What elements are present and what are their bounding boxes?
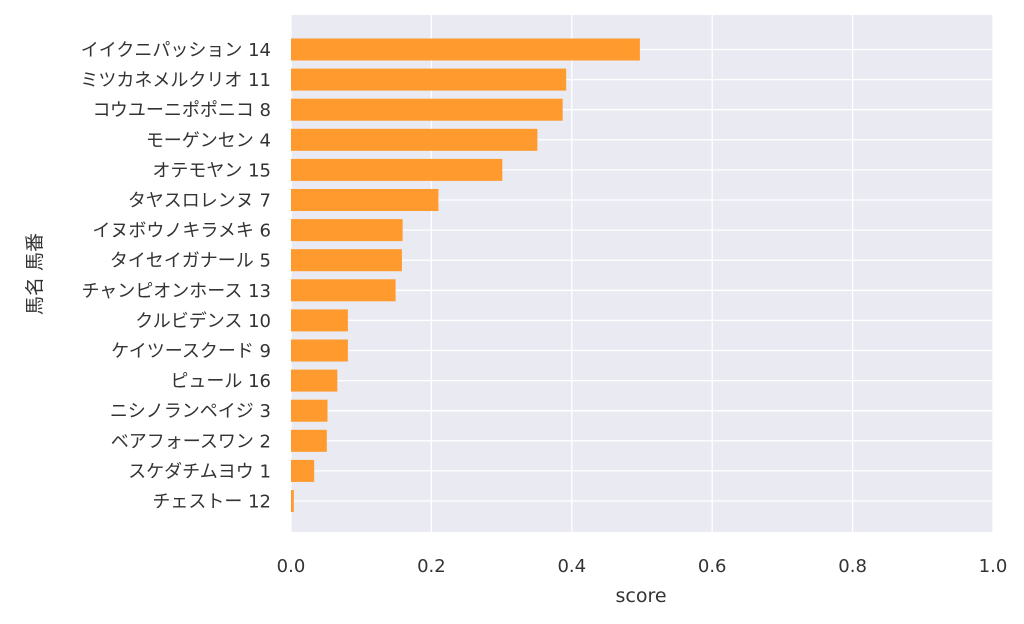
y-tick-label: オテモヤン 15 — [152, 160, 271, 181]
x-tick-label: 0.8 — [838, 556, 867, 577]
bar — [291, 38, 640, 61]
bar — [291, 158, 503, 181]
bar — [291, 189, 439, 211]
x-tick-label: 0.4 — [557, 556, 586, 577]
bar — [291, 459, 315, 482]
x-tick-label: 0.0 — [277, 556, 306, 577]
bar — [291, 279, 396, 302]
x-tick-labels: 0.0 0.2 0.4 0.6 0.8 1.0 — [277, 556, 1008, 577]
y-axis-label: 馬名 馬番 — [24, 233, 46, 315]
bar — [291, 339, 348, 362]
y-tick-label: タイセイガナール 5 — [110, 251, 271, 272]
bar — [291, 98, 563, 121]
bar — [291, 309, 348, 332]
bars — [291, 38, 640, 512]
y-tick-labels: イイクニパッション 14 ミツカネメルクリオ 11 コウユーニポポニコ 8 モーゲンセ… — [80, 40, 271, 513]
y-tick-label: チャンピオンホース 13 — [81, 281, 271, 302]
x-tick-label: 0.6 — [698, 556, 727, 577]
bar — [291, 399, 328, 422]
x-axis-label: score — [615, 585, 666, 607]
bar — [291, 490, 294, 512]
y-tick-label: タヤスロレンヌ 7 — [128, 191, 271, 212]
bar — [291, 249, 402, 272]
y-tick-label: イヌボウノキラメキ 6 — [92, 221, 271, 242]
y-tick-label: クルビデンス 10 — [135, 311, 271, 332]
bar — [291, 429, 327, 452]
bar — [291, 369, 338, 392]
plot-background — [291, 15, 993, 532]
x-tick-label: 1.0 — [979, 556, 1008, 577]
y-tick-label: コウユーニポポニコ 8 — [93, 100, 271, 121]
y-tick-label: ミツカネメルクリオ 11 — [80, 70, 271, 91]
bar — [291, 219, 403, 242]
y-tick-label: チェストー 12 — [152, 492, 271, 513]
bar — [291, 128, 538, 151]
y-tick-label: ニシノランペイジ 3 — [110, 401, 271, 422]
y-tick-label: イイクニパッション 14 — [81, 40, 271, 61]
y-tick-label: ケイツースクード 9 — [111, 341, 271, 362]
x-tick-label: 0.2 — [417, 556, 446, 577]
y-tick-label: モーゲンセン 4 — [146, 130, 271, 151]
y-tick-label: スケダチムヨウ 1 — [128, 461, 271, 482]
y-tick-label: ベアフォースワン 2 — [111, 431, 271, 452]
bar — [291, 68, 567, 91]
y-tick-label: ピュール 16 — [170, 371, 271, 392]
